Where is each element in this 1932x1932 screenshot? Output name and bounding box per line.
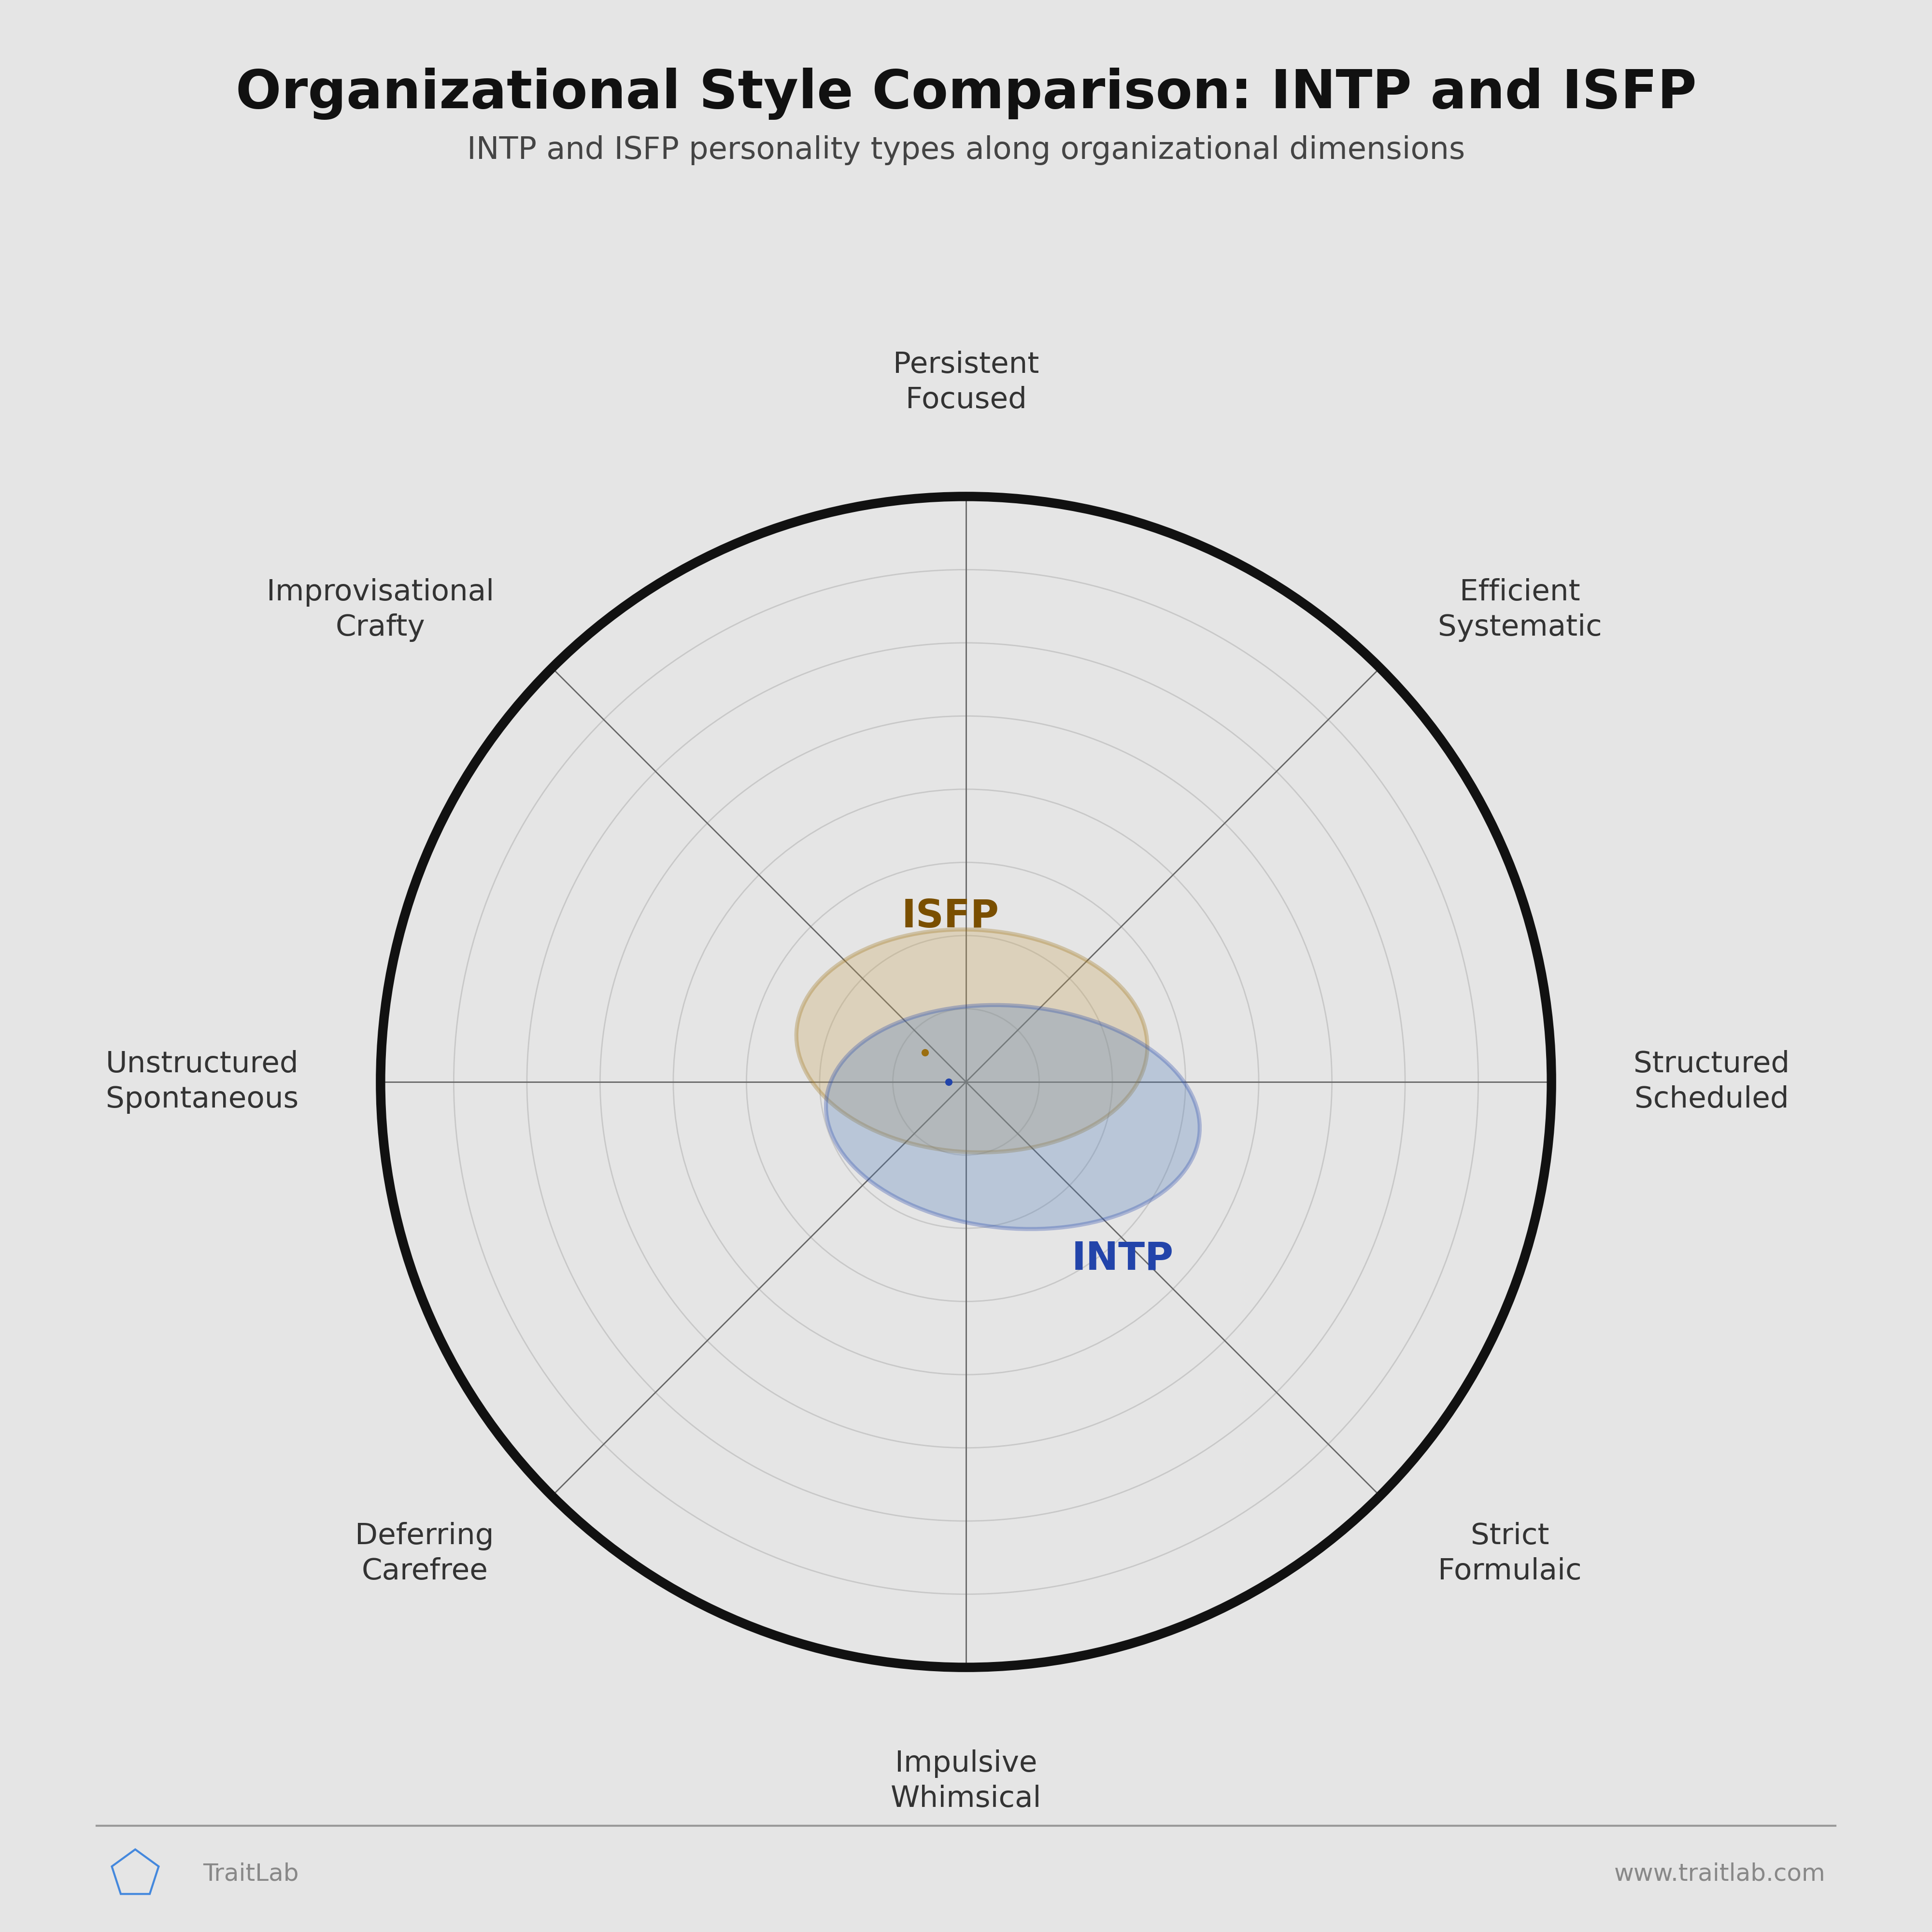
Text: ISFP: ISFP [902,898,999,935]
Text: Structured
Scheduled: Structured Scheduled [1633,1051,1789,1113]
Text: TraitLab: TraitLab [203,1862,299,1886]
Text: Persistent
Focused: Persistent Focused [893,352,1039,415]
Point [933,1066,964,1097]
Point [910,1037,941,1068]
Ellipse shape [796,929,1148,1151]
Text: www.traitlab.com: www.traitlab.com [1615,1862,1826,1886]
Text: Improvisational
Crafty: Improvisational Crafty [267,578,495,641]
Ellipse shape [827,1005,1200,1229]
Text: Deferring
Carefree: Deferring Carefree [355,1522,495,1586]
Text: Organizational Style Comparison: INTP and ISFP: Organizational Style Comparison: INTP an… [236,68,1696,120]
Text: Efficient
Systematic: Efficient Systematic [1437,578,1602,641]
Text: INTP: INTP [1072,1240,1173,1277]
Text: Strict
Formulaic: Strict Formulaic [1437,1522,1582,1586]
Text: Unstructured
Spontaneous: Unstructured Spontaneous [106,1051,299,1113]
Text: Impulsive
Whimsical: Impulsive Whimsical [891,1748,1041,1812]
Text: INTP and ISFP personality types along organizational dimensions: INTP and ISFP personality types along or… [468,135,1464,166]
